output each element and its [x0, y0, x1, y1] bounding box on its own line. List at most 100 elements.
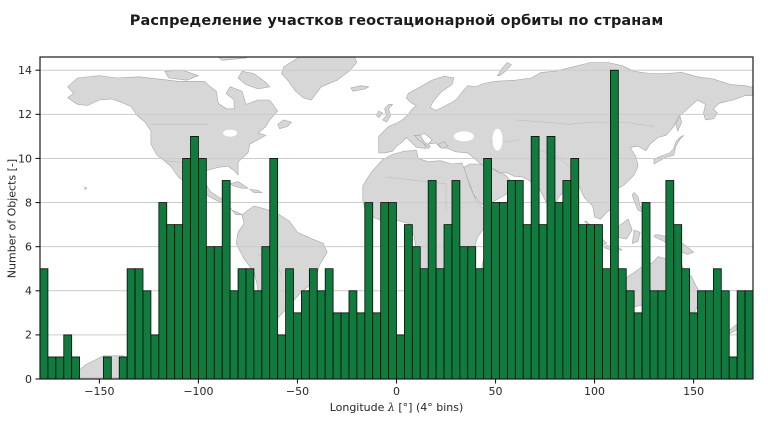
histogram-bar [63, 334, 73, 379]
x-axis-ticks: −150 −100 −50 0 50 100 150 [84, 379, 704, 398]
country-border [386, 176, 447, 185]
histogram-bar [625, 290, 635, 379]
histogram-bar [483, 158, 492, 379]
y-tick-label: 8 [25, 196, 32, 209]
landmass [382, 104, 394, 123]
histogram-bar [681, 268, 691, 379]
histogram-bar [507, 180, 516, 379]
histogram-bar [641, 202, 651, 379]
histogram-bar [340, 312, 350, 379]
y-axis-label: Number of Objects [-] [5, 158, 19, 279]
histogram-bar [435, 268, 445, 379]
histogram-bar [372, 312, 382, 379]
histogram-bar [332, 312, 342, 379]
histogram-bar [142, 290, 152, 379]
x-tick-label: 0 [393, 385, 400, 398]
histogram-bar [253, 290, 263, 379]
x-axis-label-text: Longitude [329, 401, 388, 414]
histogram-bar [665, 180, 675, 379]
histogram-bar [55, 356, 65, 379]
landmass [437, 141, 449, 149]
histogram-bar [261, 246, 271, 379]
histogram-bar [190, 135, 199, 379]
y-tick-label: 12 [18, 108, 32, 121]
x-tick-label: 100 [584, 385, 605, 398]
histogram-bar [728, 356, 738, 379]
histogram-bar [174, 224, 183, 379]
y-tick-label: 10 [18, 152, 32, 165]
histogram-bar [348, 290, 358, 379]
histogram-bar [499, 202, 508, 379]
country-border [515, 119, 655, 127]
histogram-bar [602, 268, 611, 379]
chart-title: Распределение участков геостационарной о… [129, 13, 664, 29]
histogram-bar [546, 135, 556, 379]
histogram-bar [301, 290, 310, 379]
landmass [67, 75, 279, 215]
y-tick-label: 0 [25, 373, 32, 386]
x-axis-label: Longitude λ [°] (4° bins) [40, 401, 753, 414]
histogram-bar [47, 356, 57, 379]
histogram-bar [720, 290, 730, 379]
histogram-bar [697, 290, 706, 379]
histogram-bar [443, 224, 453, 379]
histogram-bar [689, 312, 698, 379]
histogram-bar [308, 268, 318, 379]
histogram-bar [364, 202, 374, 379]
histogram-bar [427, 180, 437, 379]
histogram-bar [102, 356, 112, 379]
histogram-bar [380, 202, 389, 379]
histogram-bar [118, 356, 128, 379]
histogram-bar [324, 268, 334, 379]
y-tick-label: 2 [25, 329, 32, 342]
histogram-bars [40, 69, 753, 379]
histogram-bar [459, 246, 469, 379]
y-tick-label: 14 [18, 64, 32, 77]
landmass [237, 70, 271, 90]
caspian-sea [492, 128, 503, 151]
histogram-bar [570, 158, 580, 379]
x-tick-label: −100 [183, 385, 213, 398]
histogram-bar [554, 202, 564, 379]
landmass [229, 181, 249, 189]
lambda-symbol: λ [387, 401, 395, 414]
hawaii [84, 186, 88, 190]
x-tick-label: 150 [683, 385, 704, 398]
histogram-bar [522, 224, 532, 379]
histogram-bar [245, 268, 255, 379]
histogram-bar [404, 224, 413, 379]
landmass [675, 114, 683, 132]
histogram-bar [411, 246, 421, 379]
histogram-bar [530, 135, 540, 379]
histogram-bar [205, 246, 215, 379]
y-axis-ticks: 0 2 4 6 8 10 12 14 [18, 64, 40, 386]
histogram-bar [237, 268, 247, 379]
histogram-bar [182, 158, 191, 379]
landmass [277, 119, 293, 130]
histogram-bar [316, 290, 326, 379]
histogram-bar [562, 180, 572, 379]
histogram-bar [475, 268, 485, 379]
histogram-bar [467, 246, 477, 379]
histogram-bar [594, 224, 603, 379]
histogram-bar [673, 224, 683, 379]
histogram-bar [657, 290, 667, 379]
landmass [248, 188, 263, 193]
histogram-bar [285, 268, 294, 379]
histogram-bar [396, 334, 405, 379]
histogram-bar [150, 334, 160, 379]
histogram-bar [134, 268, 144, 379]
histogram-bar [126, 268, 136, 379]
histogram-bar [269, 158, 279, 379]
landmass [496, 62, 512, 76]
histogram-bar [158, 202, 168, 379]
histogram-bar [71, 356, 81, 379]
histogram-bar [213, 246, 223, 379]
histogram-bar [40, 268, 49, 379]
histogram-bar [633, 312, 643, 379]
histogram-bar [586, 224, 595, 379]
x-tick-label: 50 [489, 385, 503, 398]
histogram-bar [649, 290, 659, 379]
